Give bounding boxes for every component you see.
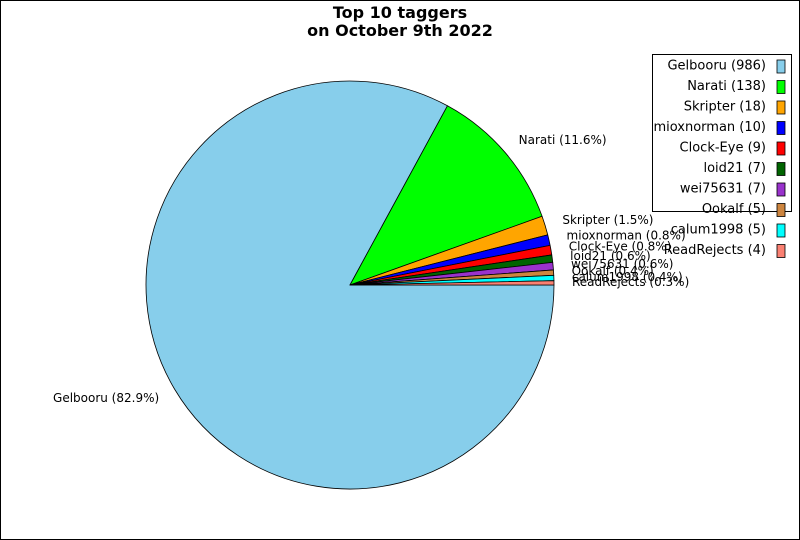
slice-label-gelbooru: Gelbooru (82.9%) [53,391,159,405]
legend-label-narati: Narati (138) [687,79,766,94]
legend-label-clock-eye: Clock-Eye (9) [680,141,766,156]
slice-label-wei75631: wei75631 (0.6%) [571,257,673,271]
slice-label-readrejects: ReadRejects (0.3%) [572,275,689,289]
chart-subtitle: on October 9th 2022 [307,21,493,40]
legend-swatch-gelbooru [776,59,786,74]
slice-labels: Gelbooru (82.9%) Narati (11.6%) Skripter (… [53,133,689,405]
legend-label-readrejects: ReadRejects (4) [664,243,766,258]
legend-label-skripter: Skripter (18) [684,100,766,115]
legend-swatch-clock-eye [776,141,786,156]
legend-swatch-skripter [776,100,786,115]
legend-label-loid21: loid21 (7) [703,161,766,176]
legend-label-gelbooru: Gelbooru (986) [667,59,766,74]
pie-slice-readrejects [349,280,555,286]
slice-label-loid21: loid21 (0.6%) [570,249,651,263]
slice-label-skripter: Skripter (1.5%) [562,213,653,227]
legend-swatch-mioxnorman [776,121,786,135]
slice-label-narati: Narati (11.6%) [519,133,607,147]
legend-swatch-calum1998 [776,223,786,238]
legend-label-calum1998: calum1998 (5) [671,223,766,238]
legend-swatch-narati [776,80,786,94]
legend-swatch-ookalf [776,203,786,217]
slice-label-ookalf: Ookalf (0.4%) [572,264,654,278]
legend-box [652,54,792,212]
legend-label-ookalf: Ookalf (5) [702,202,766,217]
pie-slices [145,80,555,490]
legend-label-mioxnorman: mioxnorman (10) [653,120,766,135]
legend-swatch-readrejects [776,244,786,258]
legend: Gelbooru (986) Narati (138) Skripter (18) m… [652,54,792,258]
legend-label-wei75631: wei75631 (7) [680,182,766,197]
slice-label-calum1998: calum1998 (0.4%) [572,270,683,284]
pie-slice-narati [349,105,543,286]
legend-swatch-loid21 [776,162,786,176]
legend-swatch-wei75631 [776,182,786,197]
slice-label-mioxnorman: mioxnorman (0.8%) [567,229,686,243]
slice-label-clock-eye: Clock-Eye (0.8%) [569,240,672,254]
chart-title: Top 10 taggers [333,3,467,22]
